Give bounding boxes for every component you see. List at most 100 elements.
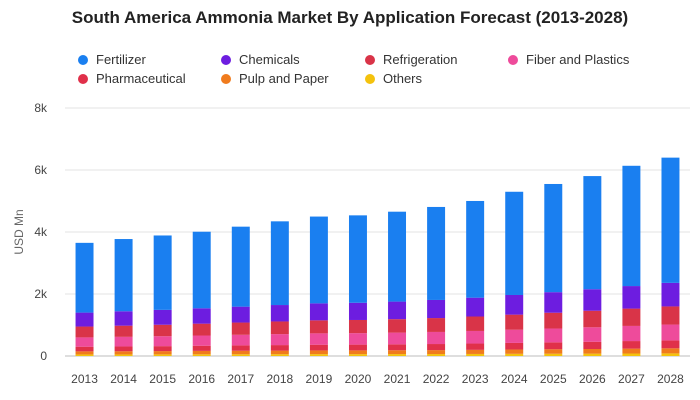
bar-segment-fertilizer[interactable] bbox=[505, 191, 524, 295]
bar-segment-fertilizer[interactable] bbox=[427, 206, 446, 300]
bar-segment-pulp-and-paper[interactable] bbox=[505, 349, 524, 354]
bar-segment-fiber-and-plastics[interactable] bbox=[309, 333, 328, 345]
bar-segment-others[interactable] bbox=[583, 353, 602, 356]
bar-segment-pulp-and-paper[interactable] bbox=[270, 350, 289, 355]
bar-segment-fiber-and-plastics[interactable] bbox=[75, 337, 94, 347]
bar-segment-fertilizer[interactable] bbox=[309, 216, 328, 304]
bar-segment-chemicals[interactable] bbox=[114, 311, 133, 326]
bar-stack-2013[interactable] bbox=[75, 242, 94, 356]
bar-segment-refrigeration[interactable] bbox=[583, 310, 602, 328]
bar-segment-pharmaceutical[interactable] bbox=[505, 342, 524, 350]
bar-segment-chemicals[interactable] bbox=[192, 308, 211, 324]
bar-segment-pharmaceutical[interactable] bbox=[75, 346, 94, 352]
bar-segment-others[interactable] bbox=[622, 353, 641, 356]
bar-segment-fiber-and-plastics[interactable] bbox=[505, 329, 524, 343]
bar-segment-refrigeration[interactable] bbox=[270, 321, 289, 335]
bar-segment-fertilizer[interactable] bbox=[192, 231, 211, 309]
bar-segment-fiber-and-plastics[interactable] bbox=[622, 325, 641, 342]
legend-item-others[interactable]: Others bbox=[365, 71, 422, 86]
bar-segment-pharmaceutical[interactable] bbox=[583, 341, 602, 349]
bar-stack-2024[interactable] bbox=[505, 191, 524, 356]
bar-segment-pulp-and-paper[interactable] bbox=[153, 351, 172, 355]
legend-item-fertilizer[interactable]: Fertilizer bbox=[78, 52, 146, 67]
bar-segment-fertilizer[interactable] bbox=[388, 211, 407, 302]
bar-segment-pharmaceutical[interactable] bbox=[231, 345, 250, 351]
bar-stack-2016[interactable] bbox=[192, 231, 211, 356]
bar-segment-pharmaceutical[interactable] bbox=[388, 344, 407, 351]
bar-segment-fiber-and-plastics[interactable] bbox=[270, 334, 289, 346]
bar-segment-others[interactable] bbox=[231, 354, 250, 356]
bar-segment-fiber-and-plastics[interactable] bbox=[114, 336, 133, 347]
legend-item-refrigeration[interactable]: Refrigeration bbox=[365, 52, 457, 67]
legend-item-chemicals[interactable]: Chemicals bbox=[221, 52, 300, 67]
bar-segment-refrigeration[interactable] bbox=[75, 326, 94, 338]
bar-segment-chemicals[interactable] bbox=[309, 303, 328, 321]
bar-segment-others[interactable] bbox=[505, 353, 524, 356]
bar-segment-pharmaceutical[interactable] bbox=[114, 346, 133, 352]
bar-segment-fertilizer[interactable] bbox=[231, 226, 250, 307]
bar-segment-chemicals[interactable] bbox=[388, 301, 407, 320]
bar-segment-pulp-and-paper[interactable] bbox=[544, 349, 563, 354]
bar-segment-fertilizer[interactable] bbox=[348, 215, 367, 303]
bar-stack-2022[interactable] bbox=[427, 206, 446, 356]
bar-stack-2018[interactable] bbox=[270, 221, 289, 356]
bar-segment-refrigeration[interactable] bbox=[231, 322, 250, 335]
bar-segment-pulp-and-paper[interactable] bbox=[309, 350, 328, 355]
bar-segment-fertilizer[interactable] bbox=[661, 157, 680, 283]
bar-segment-fertilizer[interactable] bbox=[75, 242, 94, 313]
bar-segment-others[interactable] bbox=[75, 354, 94, 356]
bar-segment-pulp-and-paper[interactable] bbox=[622, 348, 641, 354]
bar-stack-2019[interactable] bbox=[309, 216, 328, 356]
bar-segment-pharmaceutical[interactable] bbox=[622, 341, 641, 349]
legend-item-pharmaceutical[interactable]: Pharmaceutical bbox=[78, 71, 186, 86]
bar-stack-2023[interactable] bbox=[466, 200, 485, 356]
bar-segment-pharmaceutical[interactable] bbox=[153, 346, 172, 352]
bar-segment-pulp-and-paper[interactable] bbox=[583, 348, 602, 354]
bar-segment-fertilizer[interactable] bbox=[544, 183, 563, 293]
bar-segment-pharmaceutical[interactable] bbox=[309, 344, 328, 351]
bar-segment-pulp-and-paper[interactable] bbox=[388, 350, 407, 355]
bar-segment-chemicals[interactable] bbox=[544, 292, 563, 313]
bar-stack-2021[interactable] bbox=[388, 211, 407, 356]
bar-segment-pharmaceutical[interactable] bbox=[661, 340, 680, 349]
bar-segment-chemicals[interactable] bbox=[270, 305, 289, 322]
bar-segment-others[interactable] bbox=[192, 354, 211, 356]
bar-segment-fiber-and-plastics[interactable] bbox=[661, 324, 680, 341]
bar-segment-refrigeration[interactable] bbox=[427, 318, 446, 332]
bar-segment-fiber-and-plastics[interactable] bbox=[192, 335, 211, 346]
bar-segment-refrigeration[interactable] bbox=[505, 314, 524, 330]
bar-segment-pulp-and-paper[interactable] bbox=[75, 351, 94, 355]
bar-segment-pulp-and-paper[interactable] bbox=[348, 350, 367, 355]
bar-segment-refrigeration[interactable] bbox=[466, 316, 485, 331]
bar-stack-2017[interactable] bbox=[231, 226, 250, 356]
bar-segment-chemicals[interactable] bbox=[153, 309, 172, 325]
bar-segment-pulp-and-paper[interactable] bbox=[231, 350, 250, 355]
bar-segment-pulp-and-paper[interactable] bbox=[661, 348, 680, 354]
bar-segment-pulp-and-paper[interactable] bbox=[427, 350, 446, 355]
bar-segment-fiber-and-plastics[interactable] bbox=[153, 336, 172, 347]
bar-segment-chemicals[interactable] bbox=[583, 289, 602, 311]
bar-segment-others[interactable] bbox=[427, 354, 446, 356]
bar-segment-pharmaceutical[interactable] bbox=[348, 344, 367, 351]
bar-stack-2028[interactable] bbox=[661, 157, 680, 356]
bar-segment-refrigeration[interactable] bbox=[544, 312, 563, 329]
bar-stack-2025[interactable] bbox=[544, 183, 563, 356]
bar-segment-pulp-and-paper[interactable] bbox=[466, 349, 485, 354]
bar-segment-refrigeration[interactable] bbox=[192, 323, 211, 336]
bar-segment-others[interactable] bbox=[661, 353, 680, 356]
bar-segment-chemicals[interactable] bbox=[466, 297, 485, 317]
bar-segment-others[interactable] bbox=[114, 354, 133, 356]
bar-segment-chemicals[interactable] bbox=[231, 306, 250, 323]
bar-segment-pharmaceutical[interactable] bbox=[427, 344, 446, 351]
bar-segment-fertilizer[interactable] bbox=[114, 239, 133, 312]
bar-segment-others[interactable] bbox=[544, 353, 563, 356]
bar-segment-fertilizer[interactable] bbox=[153, 235, 172, 310]
bar-segment-fiber-and-plastics[interactable] bbox=[231, 334, 250, 346]
bar-segment-fertilizer[interactable] bbox=[622, 165, 641, 287]
bar-segment-others[interactable] bbox=[348, 354, 367, 356]
bar-stack-2027[interactable] bbox=[622, 165, 641, 356]
bar-segment-refrigeration[interactable] bbox=[622, 308, 641, 326]
bar-stack-2014[interactable] bbox=[114, 239, 133, 356]
bar-segment-fiber-and-plastics[interactable] bbox=[466, 330, 485, 344]
bar-stack-2015[interactable] bbox=[153, 235, 172, 356]
